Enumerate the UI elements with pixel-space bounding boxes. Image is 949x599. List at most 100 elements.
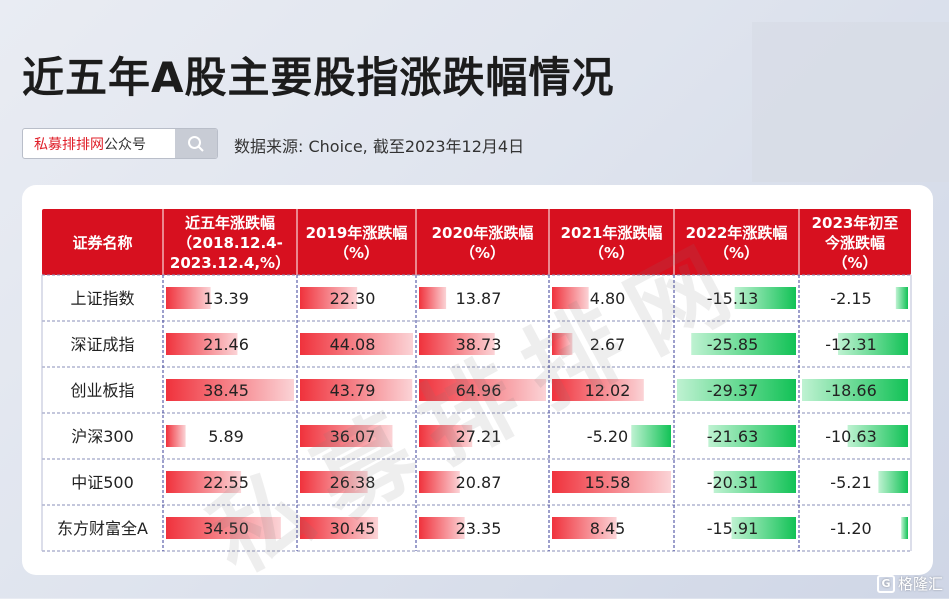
data-label: -20.31 xyxy=(707,473,759,492)
search-icon xyxy=(188,135,204,152)
data-label: -1.20 xyxy=(830,519,871,538)
data-label: 30.45 xyxy=(330,519,376,538)
data-label: 36.07 xyxy=(330,427,376,446)
value-bar xyxy=(419,287,447,309)
value-bar xyxy=(300,379,413,401)
header-label: （%） xyxy=(589,244,634,262)
data-label: -2.15 xyxy=(830,289,871,308)
page-title: 近五年A股主要股指涨跌幅情况 xyxy=(22,53,615,102)
value-bar xyxy=(419,471,460,493)
header-label: 2020年涨跌幅 xyxy=(432,224,534,242)
header-label: 2023.12.4,%） xyxy=(170,254,290,272)
data-label: -5.20 xyxy=(587,427,628,446)
header-name-label: 证券名称 xyxy=(72,234,132,252)
value-bar xyxy=(419,517,465,539)
data-label: 38.45 xyxy=(203,381,249,400)
data-label: 5.89 xyxy=(208,427,244,446)
footer-brand: G 格隆汇 xyxy=(876,573,943,594)
header-label: 2023年初至 xyxy=(812,214,899,232)
value-bar xyxy=(552,287,589,309)
header-label: 近五年涨跌幅 xyxy=(185,214,275,232)
search-box[interactable]: 私募排排网 公众号 xyxy=(22,128,218,159)
data-label: 34.50 xyxy=(203,519,249,538)
data-label: -15.91 xyxy=(707,519,759,538)
value-bar xyxy=(677,379,796,401)
value-bar xyxy=(708,425,796,447)
header-label: （2018.12.4- xyxy=(177,234,283,252)
table-card: 证券名称 近五年涨跌幅 （2018.12.4- 2023.12.4,%） 2019年涨跌… xyxy=(22,185,933,575)
search-brand-label: 私募排排网 xyxy=(34,136,104,153)
value-bar xyxy=(878,471,908,493)
data-label: 15.58 xyxy=(585,473,631,492)
value-bar xyxy=(419,333,495,355)
value-bar xyxy=(166,425,186,447)
value-bar xyxy=(895,287,908,309)
value-bar xyxy=(300,471,368,493)
value-bar xyxy=(838,333,908,355)
data-label: 20.87 xyxy=(456,473,502,492)
value-bar xyxy=(300,425,393,447)
data-label: 38.73 xyxy=(456,335,502,354)
data-label: 26.38 xyxy=(330,473,376,492)
search-brand-suffix: 公众号 xyxy=(104,136,146,153)
data-label: -29.37 xyxy=(707,381,759,400)
data-label: 44.08 xyxy=(330,335,376,354)
value-bar xyxy=(552,333,573,355)
data-label: 22.30 xyxy=(330,289,376,308)
value-bar xyxy=(300,517,379,539)
value-bar xyxy=(691,333,796,355)
data-label: 4.80 xyxy=(590,289,626,308)
value-bar xyxy=(847,425,908,447)
row-label: 东方财富全A xyxy=(57,519,148,538)
data-label: 23.35 xyxy=(456,519,502,538)
value-bar xyxy=(631,425,671,447)
background-decoration xyxy=(752,22,949,182)
data-label: 43.79 xyxy=(330,381,376,400)
data-label: 12.02 xyxy=(585,381,631,400)
value-bar xyxy=(713,471,796,493)
row-label: 深证成指 xyxy=(70,335,134,354)
value-bar xyxy=(901,517,908,539)
data-label: 21.46 xyxy=(203,335,249,354)
data-source-note: 数据来源: Choice, 截至2023年12月4日 xyxy=(234,137,525,156)
data-label: -5.21 xyxy=(830,473,871,492)
table-header xyxy=(42,209,911,275)
data-label: 22.55 xyxy=(203,473,249,492)
data-label: 8.45 xyxy=(590,519,626,538)
data-label: 27.21 xyxy=(456,427,502,446)
data-label: -12.31 xyxy=(825,335,877,354)
value-bar xyxy=(552,379,644,401)
brand-logo-icon: G xyxy=(876,574,895,593)
header-label: （%） xyxy=(714,244,759,262)
value-bar xyxy=(166,333,238,355)
value-bar xyxy=(300,287,358,309)
value-bar xyxy=(731,517,796,539)
data-label: 64.96 xyxy=(456,381,502,400)
value-bar xyxy=(166,471,242,493)
value-bar xyxy=(166,287,211,309)
value-bar xyxy=(419,425,473,447)
value-bar xyxy=(166,379,294,401)
value-bar xyxy=(802,379,908,401)
value-bar xyxy=(734,287,796,309)
header-label: （%） xyxy=(460,244,505,262)
header-label: 2022年涨跌幅 xyxy=(686,224,788,242)
row-label: 上证指数 xyxy=(70,289,134,308)
returns-table: 证券名称 近五年涨跌幅 （2018.12.4- 2023.12.4,%） 2019年涨跌… xyxy=(41,209,912,552)
row-label: 沪深300 xyxy=(71,427,134,446)
data-label: -10.63 xyxy=(825,427,877,446)
header-label: 今涨跌幅 xyxy=(824,234,885,252)
search-button[interactable] xyxy=(175,129,217,158)
data-label: 13.39 xyxy=(203,289,249,308)
data-label: -21.63 xyxy=(707,427,759,446)
data-label: -25.85 xyxy=(707,335,759,354)
header-label: （%） xyxy=(832,254,877,272)
header-label: （%） xyxy=(334,244,379,262)
header-label: 2019年涨跌幅 xyxy=(306,224,408,242)
footer-brand-label: 格隆汇 xyxy=(897,575,943,593)
data-label: 2.67 xyxy=(590,335,626,354)
value-bar xyxy=(166,517,281,539)
row-label: 中证500 xyxy=(71,473,134,492)
value-bar xyxy=(300,333,413,355)
data-label: 13.87 xyxy=(456,289,502,308)
